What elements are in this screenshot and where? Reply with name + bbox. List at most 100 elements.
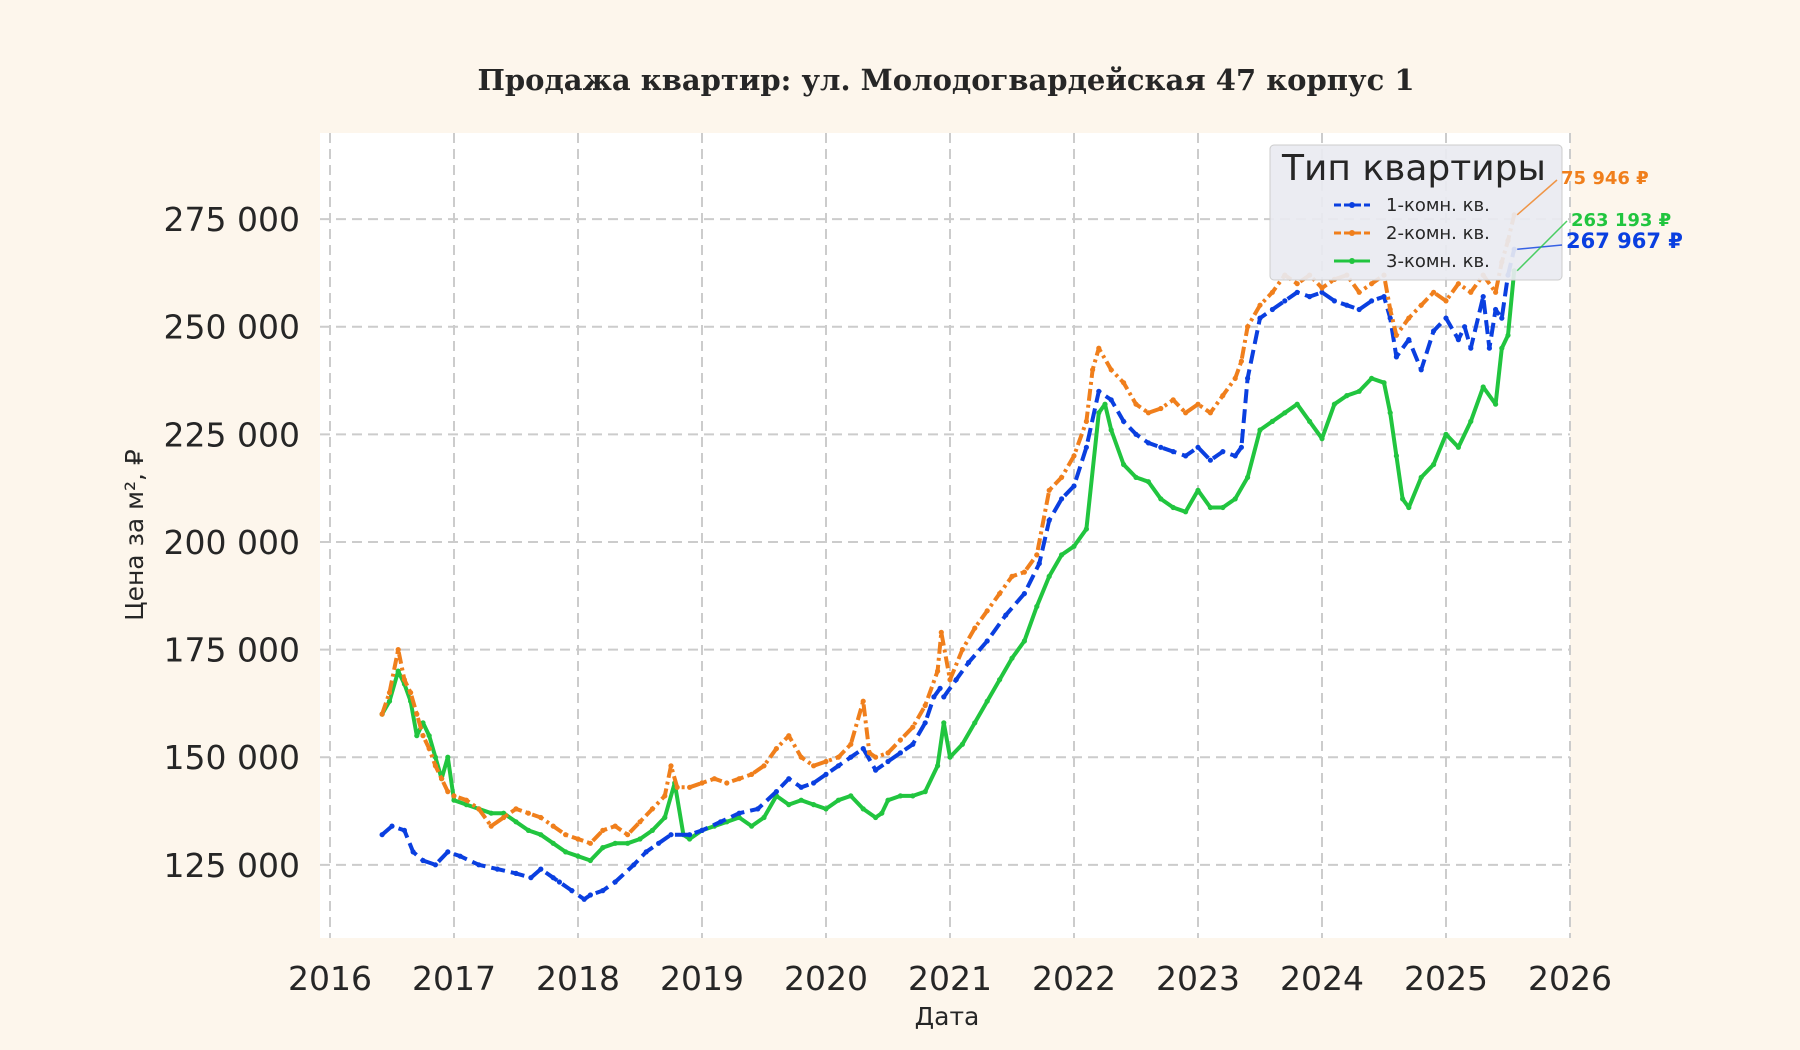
data-point bbox=[1021, 591, 1027, 597]
data-point bbox=[379, 832, 385, 838]
data-point bbox=[625, 840, 631, 846]
data-point bbox=[662, 814, 668, 821]
data-point bbox=[1036, 560, 1042, 567]
data-point bbox=[612, 879, 618, 885]
data-point bbox=[885, 797, 891, 803]
data-point bbox=[1356, 289, 1362, 295]
data-point bbox=[935, 668, 941, 674]
data-point bbox=[1455, 444, 1461, 450]
data-point bbox=[525, 827, 532, 834]
data-point bbox=[997, 677, 1003, 683]
data-point bbox=[1319, 436, 1325, 442]
data-point bbox=[408, 690, 414, 696]
data-point bbox=[1046, 517, 1052, 524]
data-point bbox=[984, 698, 990, 704]
data-point bbox=[395, 647, 401, 653]
data-point bbox=[1418, 302, 1424, 308]
data-point bbox=[1238, 444, 1244, 450]
data-point bbox=[1071, 543, 1077, 549]
legend-items: 1-комн. кв. 2-комн. кв. 3-комн. кв. bbox=[1334, 195, 1490, 272]
data-point bbox=[1468, 418, 1474, 424]
end-labels: 267 967 ₽ 75 946 ₽ 263 193 ₽ bbox=[1516, 168, 1683, 272]
data-point bbox=[494, 866, 500, 872]
data-point bbox=[1245, 474, 1251, 480]
data-point bbox=[1207, 410, 1213, 416]
data-point bbox=[984, 608, 990, 614]
y-tick-label: 250 000 bbox=[164, 308, 300, 347]
data-point bbox=[1257, 315, 1263, 321]
data-point bbox=[873, 814, 879, 821]
data-point bbox=[897, 750, 904, 756]
data-point bbox=[811, 780, 817, 786]
data-point bbox=[1145, 440, 1151, 446]
data-point bbox=[897, 737, 904, 743]
x-axis-label: Дата bbox=[915, 1002, 980, 1031]
data-point bbox=[420, 857, 426, 864]
data-point bbox=[1096, 388, 1102, 394]
data-point bbox=[488, 823, 494, 829]
data-point bbox=[1170, 504, 1176, 511]
data-point bbox=[1003, 612, 1009, 618]
data-point bbox=[643, 849, 649, 855]
data-point bbox=[414, 733, 420, 739]
data-point bbox=[1009, 655, 1015, 661]
data-point bbox=[1369, 298, 1375, 304]
data-point bbox=[637, 836, 643, 842]
data-point bbox=[1307, 294, 1313, 300]
data-point bbox=[426, 746, 432, 752]
data-point bbox=[1220, 449, 1226, 455]
legend-marker bbox=[1349, 258, 1355, 264]
data-point bbox=[1319, 289, 1325, 295]
data-point bbox=[1381, 294, 1387, 300]
data-point bbox=[1493, 401, 1499, 407]
data-point bbox=[631, 862, 637, 868]
data-point bbox=[563, 849, 569, 855]
data-point bbox=[873, 767, 879, 773]
end-label-leader bbox=[1516, 220, 1568, 272]
data-point bbox=[379, 711, 385, 717]
data-point bbox=[1269, 306, 1275, 313]
end-label: 267 967 ₽ bbox=[1566, 229, 1683, 253]
legend-marker bbox=[1349, 202, 1355, 208]
legend-label: 1-комн. кв. bbox=[1386, 195, 1490, 216]
data-point bbox=[1195, 487, 1201, 493]
data-point bbox=[528, 875, 534, 881]
data-point bbox=[699, 827, 705, 834]
data-point bbox=[1418, 367, 1424, 373]
data-point bbox=[1220, 504, 1226, 511]
data-point bbox=[457, 853, 463, 859]
data-point bbox=[1431, 461, 1437, 468]
data-point bbox=[451, 793, 457, 799]
end-label: 75 946 ₽ bbox=[1561, 168, 1649, 189]
data-point bbox=[798, 754, 804, 760]
data-point bbox=[835, 797, 842, 803]
x-tick-label: 2016 bbox=[288, 959, 372, 998]
data-point bbox=[1034, 552, 1040, 558]
data-point bbox=[773, 746, 780, 752]
data-point bbox=[386, 690, 393, 696]
data-point bbox=[687, 784, 693, 790]
data-point bbox=[432, 763, 438, 769]
data-point bbox=[935, 763, 941, 769]
data-point bbox=[1121, 380, 1127, 386]
data-point bbox=[736, 776, 742, 782]
data-point bbox=[811, 802, 817, 808]
x-axis: 2016 2017 2018 2019 2020 2021 2022 2023 2024 2025… bbox=[288, 959, 1612, 998]
end-label-leader bbox=[1517, 244, 1563, 250]
data-point bbox=[1170, 397, 1176, 403]
data-point bbox=[600, 845, 606, 851]
data-point bbox=[1294, 289, 1300, 295]
data-point bbox=[1400, 496, 1406, 502]
data-point bbox=[823, 771, 829, 778]
data-point bbox=[1431, 289, 1437, 295]
data-point bbox=[426, 733, 432, 739]
data-point bbox=[1245, 324, 1251, 330]
data-point bbox=[1133, 401, 1139, 407]
data-point bbox=[1431, 328, 1437, 334]
data-point bbox=[1331, 401, 1337, 407]
data-point bbox=[1331, 298, 1337, 304]
data-point bbox=[749, 771, 755, 778]
data-point bbox=[569, 888, 575, 894]
data-point bbox=[1145, 410, 1151, 416]
data-point bbox=[1294, 401, 1300, 407]
